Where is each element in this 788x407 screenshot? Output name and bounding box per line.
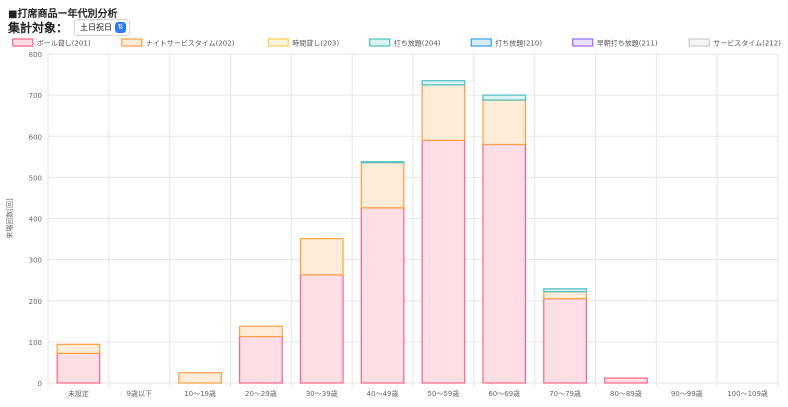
legend-label: 時間貸し(203) xyxy=(292,39,339,48)
bar-segment xyxy=(482,99,527,146)
legend-label: 早朝打ち放題(211) xyxy=(597,39,658,48)
legend-swatch xyxy=(121,38,143,47)
bar-segment xyxy=(239,325,283,338)
x-tick-label: 10〜19歳 xyxy=(184,389,216,398)
bar-segment xyxy=(421,139,466,384)
bar-segment xyxy=(482,94,527,101)
x-tick-label: 50〜59歳 xyxy=(428,389,460,398)
x-tick-label: 40〜49歳 xyxy=(367,389,399,398)
bar-segment xyxy=(421,84,466,141)
legend-swatch xyxy=(369,38,391,47)
bar-segment xyxy=(239,335,283,384)
page-title: ■打席商品ー年代別分析 xyxy=(8,9,118,20)
bar-segment xyxy=(360,161,405,209)
y-tick-label: 400 xyxy=(29,216,42,224)
bar-segment xyxy=(604,377,648,384)
y-tick-label: 700 xyxy=(29,92,42,100)
bar-segment xyxy=(543,291,587,300)
x-tick-label: 20〜29歳 xyxy=(245,389,277,398)
legend-label: 打ち放題(204) xyxy=(394,39,441,48)
y-tick-label: 800 xyxy=(29,51,42,59)
bar-segment xyxy=(56,343,101,354)
bar-segment xyxy=(360,161,405,164)
bar-segment xyxy=(421,80,466,86)
legend-label: サービスタイム(212) xyxy=(713,39,781,48)
select-arrows-icon: ⇅ xyxy=(115,22,127,33)
x-tick-label: 90〜99歳 xyxy=(671,389,703,398)
y-tick-label: 200 xyxy=(29,298,42,306)
y-tick-label: 300 xyxy=(29,257,42,265)
legend-label: ナイトサービスタイム(202) xyxy=(146,39,235,48)
target-select[interactable]: 土日祝日 ⇅ xyxy=(74,19,131,36)
stacked-bar-chart: 0 100 200 300 400 500 600 700 800 来場回数[回] 未設定 9歳以下 1… xyxy=(5,38,781,398)
legend-swatch xyxy=(12,38,34,47)
bar-segment xyxy=(360,207,405,384)
x-tick-label: 80〜89歳 xyxy=(610,389,642,398)
bar-segment xyxy=(482,143,527,384)
y-axis-label: 来場回数[回] xyxy=(5,198,14,239)
x-tick-label: 9歳以下 xyxy=(127,389,152,398)
x-tick-label: 100〜109歳 xyxy=(727,389,768,398)
legend-swatch xyxy=(267,38,289,47)
legend-swatch xyxy=(572,38,594,47)
y-tick-label: 500 xyxy=(29,174,42,182)
legend-label: 打ち放題(210) xyxy=(495,39,542,48)
x-tick-label: 30〜39歳 xyxy=(306,389,338,398)
legend-swatch xyxy=(688,38,710,47)
y-tick-label: 600 xyxy=(29,133,42,141)
filter-label: 集計対象： xyxy=(8,21,69,35)
bar-segment xyxy=(178,372,222,384)
x-tick-label: 未設定 xyxy=(68,389,89,398)
legend-label: ボール貸し(201) xyxy=(37,39,91,48)
bar-segment xyxy=(299,238,344,276)
target-select-value: 土日祝日 xyxy=(80,23,113,32)
bar-segment xyxy=(56,352,101,384)
bar-segment xyxy=(543,298,587,384)
y-tick-label: 100 xyxy=(29,339,42,347)
bar-segment xyxy=(543,288,587,293)
y-tick-label: 0 xyxy=(38,380,42,388)
x-tick-label: 70〜79歳 xyxy=(549,389,581,398)
x-tick-label: 60〜69歳 xyxy=(488,389,520,398)
filter-row: 集計対象： 土日祝日 ⇅ xyxy=(8,19,131,36)
bar-segment xyxy=(299,274,344,384)
legend-swatch xyxy=(470,38,492,47)
